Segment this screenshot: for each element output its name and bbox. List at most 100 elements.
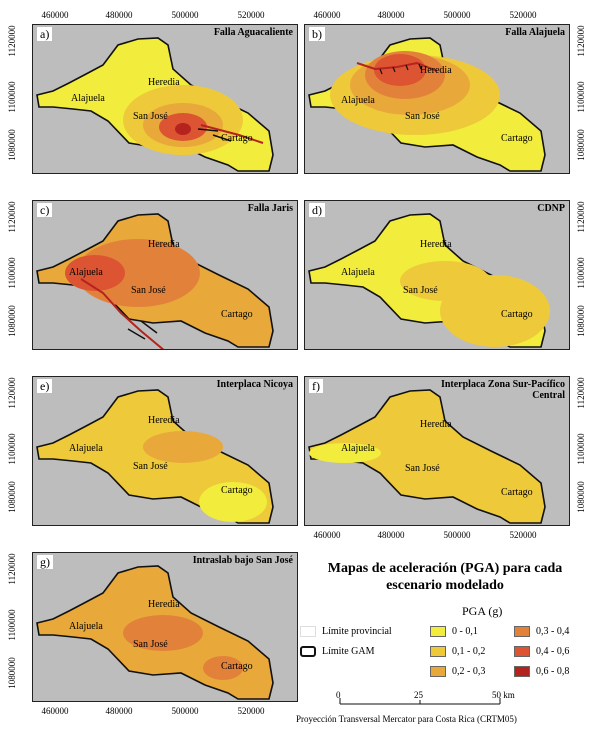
- city-heredia: Heredia: [148, 415, 180, 426]
- y-tick: 1120000: [576, 377, 586, 409]
- city-cartago: Cartago: [501, 309, 533, 320]
- panel-title: Interplaca Zona Sur-Pacífico Central: [440, 379, 565, 401]
- legend-swatch: [514, 646, 530, 657]
- legend-class-label: 0,3 - 0,4: [536, 626, 570, 637]
- city-heredia: Heredia: [148, 599, 180, 610]
- legend-class-label: 0,4 - 0,6: [536, 646, 570, 657]
- x-tick: 500000: [171, 706, 199, 716]
- city-cartago: Cartago: [221, 661, 253, 672]
- map-panel-g: g) Intraslab bajo San José Heredia Alaju…: [32, 552, 298, 702]
- city-alajuela: Alajuela: [69, 443, 103, 454]
- pga-zone: [175, 123, 191, 135]
- legend-class-label: 0,6 - 0,8: [536, 666, 570, 677]
- panel-label: c): [37, 203, 53, 217]
- city-alajuela: Alajuela: [341, 95, 375, 106]
- y-tick: 1120000: [7, 377, 17, 409]
- panel-title: Falla Alajuela: [505, 27, 565, 38]
- pga-zone: [76, 239, 200, 307]
- legend-swatch: [430, 626, 446, 637]
- y-tick: 1100000: [576, 81, 586, 113]
- pga-heading: PGA (g): [462, 604, 503, 618]
- panel-label: a): [37, 27, 53, 41]
- legend-class-label: 0 - 0,1: [452, 626, 478, 637]
- x-tick: 460000: [41, 706, 69, 716]
- x-tick: 500000: [171, 10, 199, 20]
- panel-title: Falla Aguacaliente: [213, 27, 293, 38]
- legend-title: Mapas de aceleración (PGA) para cada esc…: [327, 561, 563, 593]
- map-panel-a: a) Falla Aguacaliente Heredia Alajuela S…: [32, 24, 298, 174]
- map-e-svg: [36, 389, 274, 524]
- panel-title: Interplaca Nicoya: [216, 379, 293, 390]
- map-c-svg: [36, 213, 274, 349]
- city-alajuela: Alajuela: [341, 443, 375, 454]
- panel-title: Falla Jaris: [247, 203, 293, 214]
- y-tick: 1120000: [7, 553, 17, 585]
- city-alajuela: Alajuela: [341, 267, 375, 278]
- city-cartago: Cartago: [221, 485, 253, 496]
- fault-line: [200, 124, 264, 144]
- city-alajuela: Alajuela: [71, 93, 105, 104]
- fault-line: [80, 278, 165, 349]
- legend-provincial-boundary: [300, 626, 316, 637]
- y-tick: 1100000: [7, 257, 17, 289]
- fault-line: [356, 61, 438, 72]
- legend-class-label: 0,1 - 0,2: [452, 646, 486, 657]
- city-heredia: Heredia: [148, 239, 180, 250]
- panel-label: e): [37, 379, 53, 393]
- fault-teeth: [379, 63, 422, 75]
- panel-label: f): [309, 379, 323, 393]
- y-tick: 1080000: [7, 305, 17, 337]
- y-tick: 1080000: [7, 481, 17, 513]
- gam-area: [308, 389, 546, 524]
- city-heredia: Heredia: [148, 77, 180, 88]
- fault-arrow: [127, 320, 158, 340]
- city-sanjose: San José: [405, 111, 440, 122]
- y-tick: 1080000: [7, 657, 17, 689]
- legend-boundary-label: Límite provincial: [322, 626, 392, 637]
- pga-zone: [199, 482, 267, 522]
- legend-class-label: 0,2 - 0,3: [452, 666, 486, 677]
- x-tick: 480000: [377, 10, 405, 20]
- y-tick: 1080000: [576, 481, 586, 513]
- city-cartago: Cartago: [221, 309, 253, 320]
- y-tick: 1080000: [576, 305, 586, 337]
- city-sanjose: San José: [133, 461, 168, 472]
- panel-title: Intraslab bajo San José: [192, 555, 293, 566]
- x-tick: 500000: [443, 530, 471, 540]
- pga-zone: [374, 54, 426, 86]
- map-a-svg: [36, 37, 274, 172]
- y-tick: 1120000: [576, 25, 586, 57]
- map-b-svg: [308, 37, 546, 172]
- city-alajuela: Alajuela: [69, 267, 103, 278]
- x-tick: 460000: [313, 530, 341, 540]
- map-d-svg: [308, 213, 550, 348]
- map-f-svg: [308, 389, 546, 524]
- city-sanjose: San José: [133, 111, 168, 122]
- map-panel-e: e) Interplaca Nicoya Heredia Alajuela Sa…: [32, 376, 298, 526]
- y-tick: 1080000: [7, 129, 17, 161]
- legend-swatch: [514, 666, 530, 677]
- pga-zone: [400, 261, 490, 301]
- legend-gam-boundary: [300, 646, 316, 657]
- x-tick: 480000: [377, 530, 405, 540]
- scale-tick: 50 km: [492, 690, 515, 700]
- projection-note: Proyección Transversal Mercator para Cos…: [296, 714, 517, 724]
- x-tick: 520000: [237, 706, 265, 716]
- pga-zone: [143, 431, 223, 463]
- map-g-svg: [36, 565, 274, 700]
- pga-zone: [203, 656, 243, 680]
- city-sanjose: San José: [405, 463, 440, 474]
- pga-zone: [123, 615, 203, 651]
- panel-label: g): [37, 555, 53, 569]
- y-tick: 1100000: [7, 81, 17, 113]
- pga-zone: [65, 255, 125, 291]
- scale-tick: 25: [414, 690, 423, 700]
- city-alajuela: Alajuela: [69, 621, 103, 632]
- fault-arrow: [197, 128, 232, 142]
- pga-zone: [309, 443, 381, 463]
- x-tick: 520000: [509, 10, 537, 20]
- x-tick: 480000: [105, 706, 133, 716]
- city-heredia: Heredia: [420, 65, 452, 76]
- city-heredia: Heredia: [420, 239, 452, 250]
- y-tick: 1120000: [7, 25, 17, 57]
